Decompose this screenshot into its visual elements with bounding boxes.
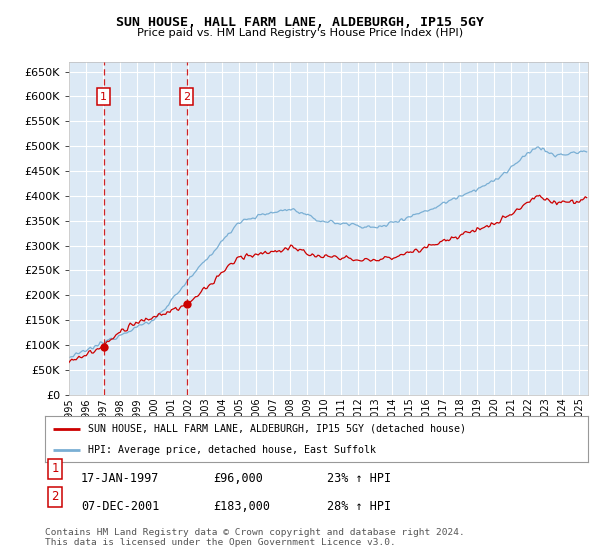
Text: 28% ↑ HPI: 28% ↑ HPI — [327, 500, 391, 512]
Text: 2: 2 — [183, 92, 190, 101]
Text: 23% ↑ HPI: 23% ↑ HPI — [327, 472, 391, 484]
Text: £183,000: £183,000 — [213, 500, 270, 512]
Text: Price paid vs. HM Land Registry's House Price Index (HPI): Price paid vs. HM Land Registry's House … — [137, 28, 463, 38]
Text: SUN HOUSE, HALL FARM LANE, ALDEBURGH, IP15 5GY: SUN HOUSE, HALL FARM LANE, ALDEBURGH, IP… — [116, 16, 484, 29]
Text: SUN HOUSE, HALL FARM LANE, ALDEBURGH, IP15 5GY (detached house): SUN HOUSE, HALL FARM LANE, ALDEBURGH, IP… — [88, 423, 466, 433]
Text: HPI: Average price, detached house, East Suffolk: HPI: Average price, detached house, East… — [88, 445, 376, 455]
Text: 07-DEC-2001: 07-DEC-2001 — [81, 500, 160, 512]
Text: £96,000: £96,000 — [213, 472, 263, 484]
Text: 1: 1 — [100, 92, 107, 101]
Text: 2: 2 — [52, 490, 59, 503]
Text: 1: 1 — [52, 462, 59, 475]
Text: Contains HM Land Registry data © Crown copyright and database right 2024.
This d: Contains HM Land Registry data © Crown c… — [45, 528, 465, 547]
Text: 17-JAN-1997: 17-JAN-1997 — [81, 472, 160, 484]
